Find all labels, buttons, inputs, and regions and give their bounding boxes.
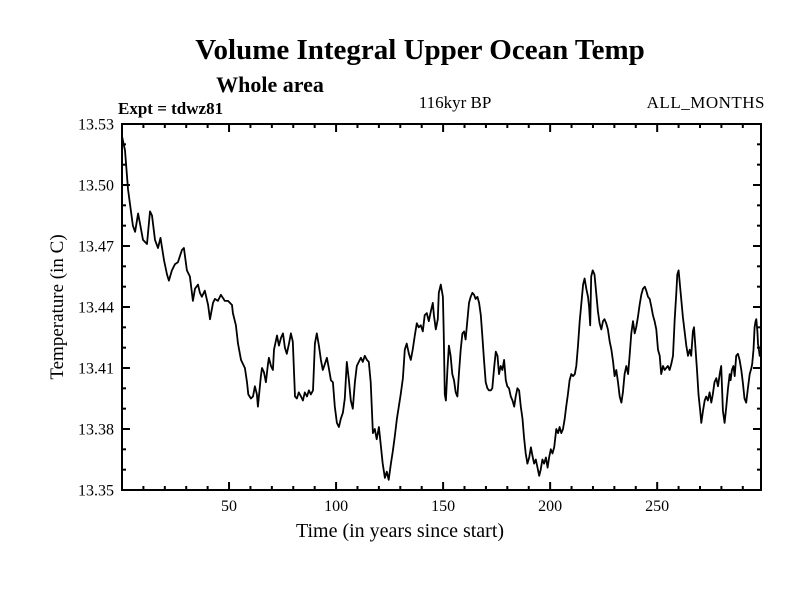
data-line bbox=[121, 135, 761, 481]
period-label: 116kyr BP bbox=[418, 93, 492, 112]
axis-frame bbox=[121, 123, 762, 491]
x-tick-label: 250 bbox=[645, 498, 669, 515]
chart-title: Volume Integral Upper Ocean Temp bbox=[195, 34, 645, 66]
months-label: ALL_MONTHS bbox=[646, 93, 765, 112]
y-tick-label: 13.53 bbox=[78, 117, 114, 134]
x-axis-title: Time (in years since start) bbox=[295, 520, 505, 542]
x-tick-label: 200 bbox=[538, 498, 562, 515]
chart-subtitle: Whole area bbox=[216, 72, 324, 97]
y-tick-label: 13.47 bbox=[78, 239, 114, 256]
y-tick-label: 13.35 bbox=[78, 483, 114, 500]
y-tick-label: 13.50 bbox=[78, 178, 114, 195]
x-tick-label: 100 bbox=[324, 498, 348, 515]
x-tick-label: 50 bbox=[221, 498, 237, 515]
y-tick-label: 13.44 bbox=[78, 300, 114, 317]
y-tick-label: 13.38 bbox=[78, 422, 114, 439]
x-tick-label: 150 bbox=[431, 498, 455, 515]
experiment-label: Expt = tdwz81 bbox=[118, 99, 224, 118]
y-tick-label: 13.41 bbox=[78, 361, 114, 378]
